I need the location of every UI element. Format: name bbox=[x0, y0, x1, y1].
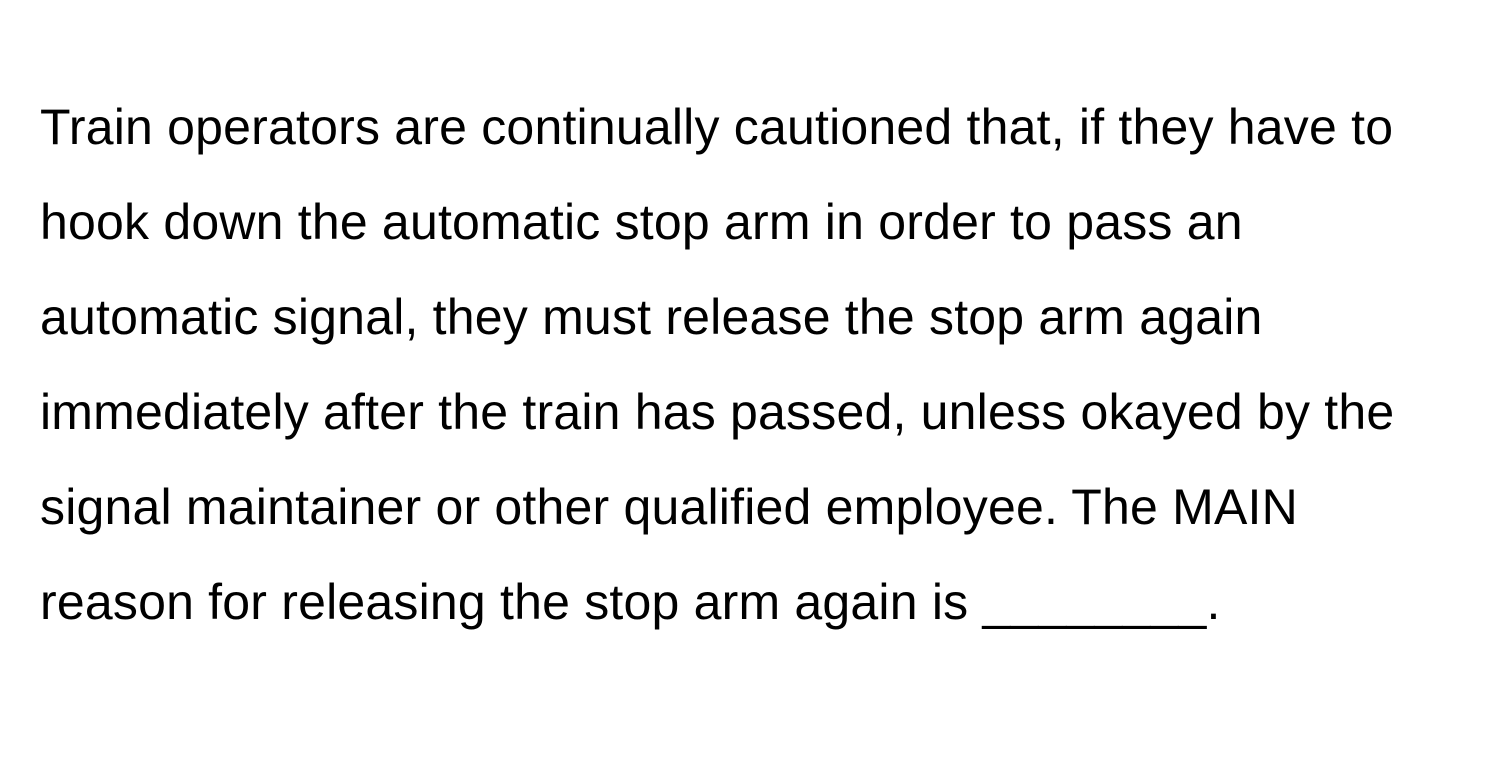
question-text: Train operators are continually cautione… bbox=[40, 80, 1460, 650]
